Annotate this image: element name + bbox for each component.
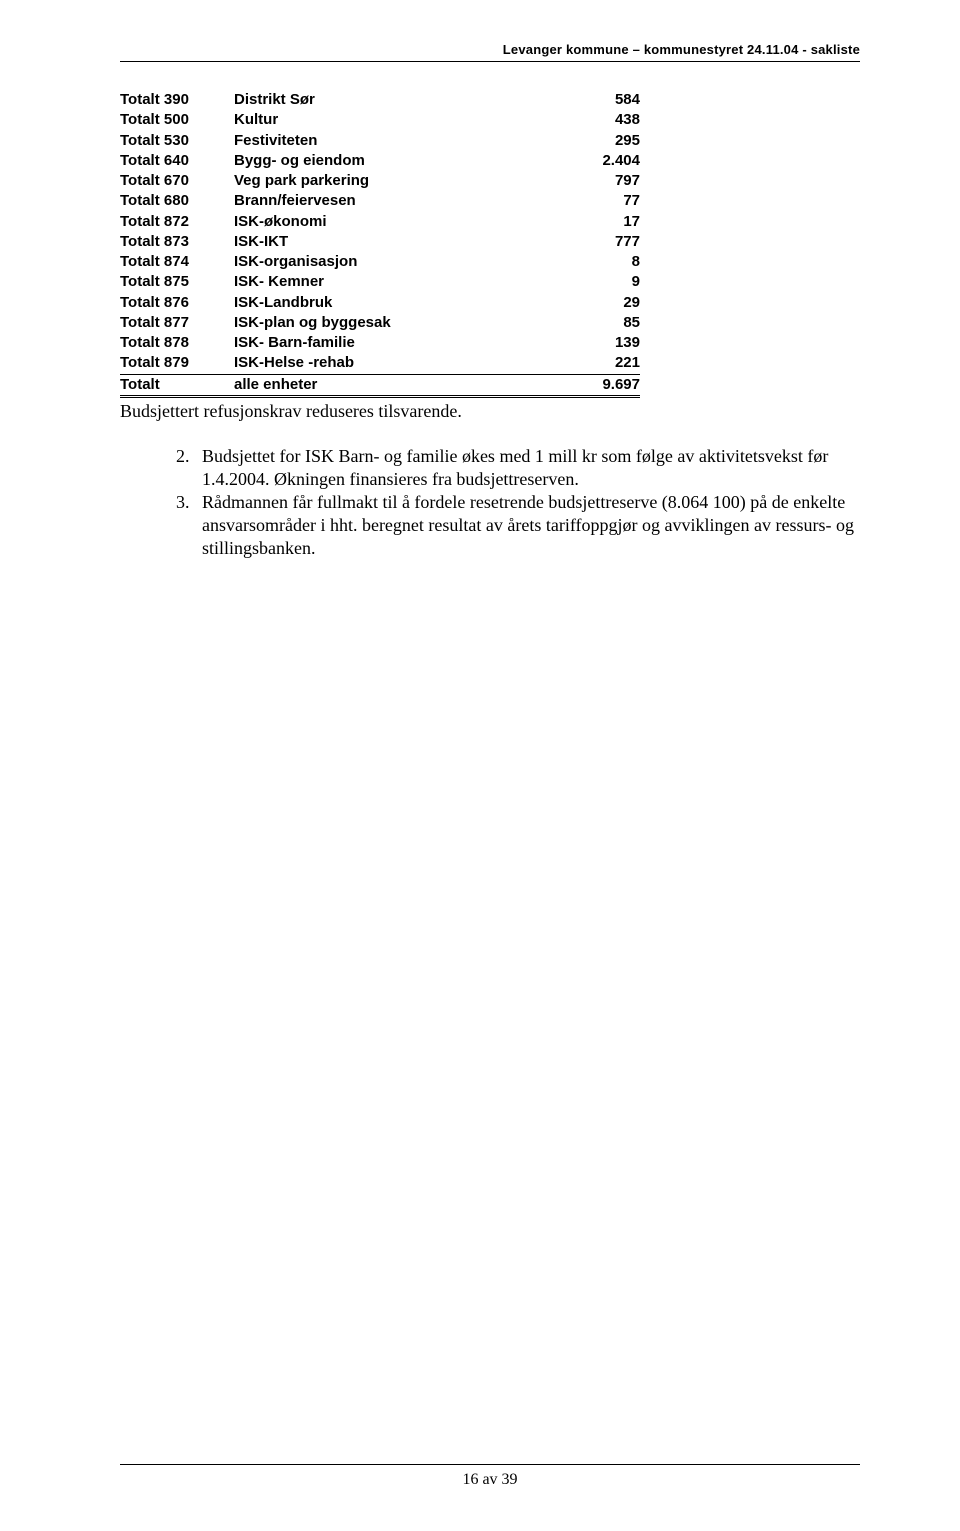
table-row: Totalt 875ISK- Kemner9 — [120, 272, 640, 292]
cell-code: Totalt 390 — [120, 90, 234, 110]
table-row: Totalt 640Bygg- og eiendom2.404 — [120, 151, 640, 171]
table-row: Totalt 878ISK- Barn-familie139 — [120, 333, 640, 353]
page-header: Levanger kommune – kommunestyret 24.11.0… — [120, 42, 860, 62]
cell-label: Bygg- og eiendom — [234, 151, 570, 171]
table-bottom-rule — [120, 395, 640, 398]
cell-code: Totalt 876 — [120, 293, 234, 313]
cell-code: Totalt 873 — [120, 232, 234, 252]
cell-label: Distrikt Sør — [234, 90, 570, 110]
cell-value: 139 — [570, 333, 640, 353]
table-total-row: Totaltalle enheter9.697 — [120, 374, 640, 395]
cell-label: Brann/feiervesen — [234, 191, 570, 211]
cell-label: ISK-økonomi — [234, 212, 570, 232]
cell-code: Totalt 874 — [120, 252, 234, 272]
budget-table: Totalt 390Distrikt Sør584Totalt 500Kultu… — [120, 90, 640, 398]
cell-value: 29 — [570, 293, 640, 313]
cell-value: 9 — [570, 272, 640, 292]
cell-code: Totalt — [120, 375, 234, 395]
cell-label: ISK-Landbruk — [234, 293, 570, 313]
list-item: 2.Budsjettet for ISK Barn- og familie øk… — [176, 445, 860, 491]
cell-value: 777 — [570, 232, 640, 252]
table-row: Totalt 670Veg park parkering797 — [120, 171, 640, 191]
cell-code: Totalt 670 — [120, 171, 234, 191]
cell-label: ISK-IKT — [234, 232, 570, 252]
cell-value: 295 — [570, 131, 640, 151]
table-row: Totalt 877ISK-plan og byggesak85 — [120, 313, 640, 333]
cell-value: 221 — [570, 353, 640, 373]
cell-label: ISK- Kemner — [234, 272, 570, 292]
cell-label: ISK-organisasjon — [234, 252, 570, 272]
cell-label: Veg park parkering — [234, 171, 570, 191]
numbered-list: 2.Budsjettet for ISK Barn- og familie øk… — [120, 445, 860, 560]
table-row: Totalt 876ISK-Landbruk29 — [120, 293, 640, 313]
cell-code: Totalt 530 — [120, 131, 234, 151]
cell-value: 797 — [570, 171, 640, 191]
list-item: 3.Rådmannen får fullmakt til å fordele r… — [176, 491, 860, 560]
cell-value: 17 — [570, 212, 640, 232]
table-row: Totalt 390Distrikt Sør584 — [120, 90, 640, 110]
cell-code: Totalt 640 — [120, 151, 234, 171]
cell-label: Festiviteten — [234, 131, 570, 151]
cell-value: 85 — [570, 313, 640, 333]
cell-code: Totalt 680 — [120, 191, 234, 211]
cell-code: Totalt 877 — [120, 313, 234, 333]
cell-label: ISK- Barn-familie — [234, 333, 570, 353]
table-row: Totalt 874ISK-organisasjon8 — [120, 252, 640, 272]
cell-label: ISK-plan og byggesak — [234, 313, 570, 333]
table-row: Totalt 873ISK-IKT777 — [120, 232, 640, 252]
cell-code: Totalt 500 — [120, 110, 234, 130]
footer-page-number: 16 av 39 — [120, 1465, 860, 1489]
cell-label: Kultur — [234, 110, 570, 130]
table-row: Totalt 530Festiviteten295 — [120, 131, 640, 151]
after-table-text: Budsjettert refusjonskrav reduseres tils… — [120, 400, 860, 423]
cell-value: 8 — [570, 252, 640, 272]
document-page: Levanger kommune – kommunestyret 24.11.0… — [0, 0, 960, 1531]
cell-code: Totalt 875 — [120, 272, 234, 292]
cell-code: Totalt 878 — [120, 333, 234, 353]
table-row: Totalt 500Kultur438 — [120, 110, 640, 130]
cell-label: alle enheter — [234, 375, 570, 395]
cell-value: 2.404 — [570, 151, 640, 171]
cell-code: Totalt 879 — [120, 353, 234, 373]
list-number: 2. — [176, 445, 202, 491]
table-row: Totalt 680Brann/feiervesen77 — [120, 191, 640, 211]
list-text: Budsjettet for ISK Barn- og familie økes… — [202, 445, 860, 491]
cell-code: Totalt 872 — [120, 212, 234, 232]
list-text: Rådmannen får fullmakt til å fordele res… — [202, 491, 860, 560]
cell-value: 584 — [570, 90, 640, 110]
table-row: Totalt 879ISK-Helse -rehab221 — [120, 353, 640, 373]
cell-value: 77 — [570, 191, 640, 211]
list-number: 3. — [176, 491, 202, 560]
cell-value: 438 — [570, 110, 640, 130]
cell-value: 9.697 — [570, 375, 640, 395]
table-row: Totalt 872ISK-økonomi17 — [120, 212, 640, 232]
page-footer: 16 av 39 — [120, 1464, 860, 1489]
cell-label: ISK-Helse -rehab — [234, 353, 570, 373]
